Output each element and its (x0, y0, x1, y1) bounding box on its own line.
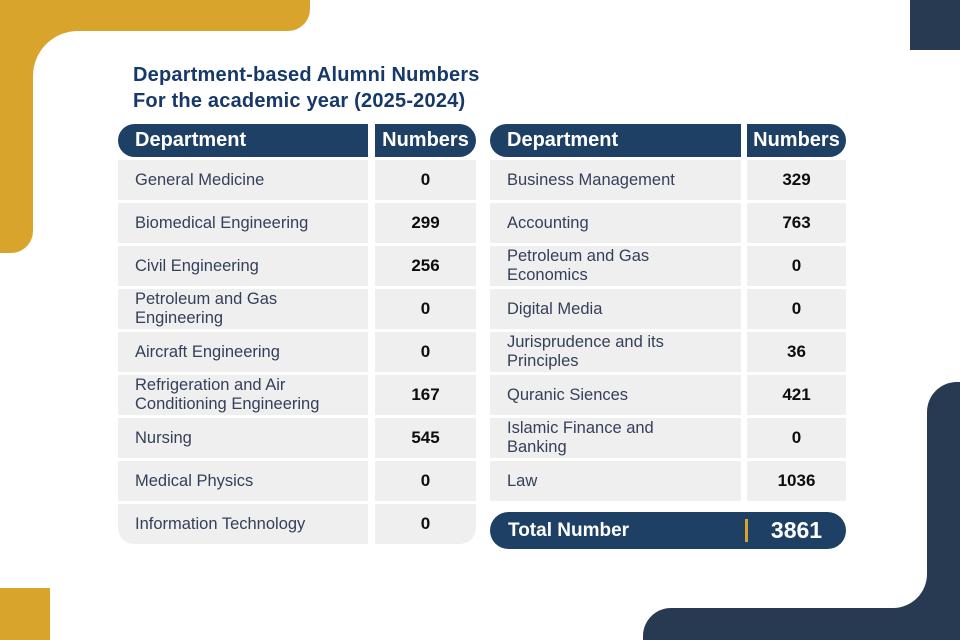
column-header-numbers: Numbers (747, 124, 846, 157)
table-row: Medical Physics 0 (118, 461, 476, 501)
numbers-cell: 0 (375, 504, 476, 544)
page-title-line-1: Department-based Alumni Numbers (133, 64, 480, 86)
numbers-cell: 763 (747, 203, 846, 243)
numbers-cell: 1036 (747, 461, 846, 501)
numbers-cell: 299 (375, 203, 476, 243)
department-cell: Quranic Siences (490, 375, 741, 415)
total-divider (745, 519, 748, 542)
table-row: Accounting 763 (490, 203, 846, 243)
department-cell: Accounting (490, 203, 741, 243)
numbers-cell: 421 (747, 375, 846, 415)
table-row: Law 1036 (490, 461, 846, 501)
numbers-cell: 36 (747, 332, 846, 372)
table-row: Biomedical Engineering 299 (118, 203, 476, 243)
table-row: Information Technology 0 (118, 504, 476, 544)
table-row: Petroleum and Gas Engineering 0 (118, 289, 476, 329)
numbers-cell: 545 (375, 418, 476, 458)
numbers-cell: 0 (747, 418, 846, 458)
department-cell: General Medicine (118, 160, 368, 200)
table-row: Business Management 329 (490, 160, 846, 200)
total-label: Total Number (508, 519, 630, 541)
table-row: Nursing 545 (118, 418, 476, 458)
table-row: Civil Engineering 256 (118, 246, 476, 286)
numbers-cell: 0 (375, 461, 476, 501)
department-cell: Jurisprudence and its Principles (490, 332, 741, 372)
numbers-cell: 256 (375, 246, 476, 286)
department-cell: Digital Media (490, 289, 741, 329)
total-value: 3861 (770, 517, 823, 543)
department-cell: Law (490, 461, 741, 501)
department-cell: Medical Physics (118, 461, 368, 501)
decor-bottom-navy-bar (643, 608, 960, 640)
column-header-department: Department (490, 124, 741, 157)
table-row: Jurisprudence and its Principles 36 (490, 332, 846, 372)
column-header-department: Department (118, 124, 368, 157)
department-cell: Refrigeration and Air Conditioning Engin… (118, 375, 368, 415)
decor-bottom-left-gold-square (0, 588, 50, 640)
department-cell: Business Management (490, 160, 741, 200)
department-cell: Biomedical Engineering (118, 203, 368, 243)
department-cell: Petroleum and Gas Economics (490, 246, 741, 286)
decor-top-right-navy-square (910, 0, 960, 50)
numbers-cell: 0 (747, 289, 846, 329)
right-alumni-table: Department Numbers Business Management 3… (490, 124, 846, 549)
department-cell: Information Technology (118, 504, 368, 544)
decor-top-gold-bar (0, 0, 310, 31)
numbers-cell: 0 (375, 332, 476, 372)
numbers-cell: 0 (375, 289, 476, 329)
numbers-cell: 329 (747, 160, 846, 200)
table-row: Digital Media 0 (490, 289, 846, 329)
department-cell: Petroleum and Gas Engineering (118, 289, 368, 329)
table-row: Quranic Siences 421 (490, 375, 846, 415)
page-title-line-2: For the academic year (2025-2024) (133, 90, 466, 112)
decor-right-navy-strip (927, 382, 960, 640)
table-row: General Medicine 0 (118, 160, 476, 200)
numbers-cell: 167 (375, 375, 476, 415)
department-cell: Civil Engineering (118, 246, 368, 286)
department-cell: Aircraft Engineering (118, 332, 368, 372)
table-row: Aircraft Engineering 0 (118, 332, 476, 372)
department-cell: Islamic Finance and Banking (490, 418, 741, 458)
table-row: Refrigeration and Air Conditioning Engin… (118, 375, 476, 415)
decor-left-gold-strip (0, 0, 33, 253)
table-row: Islamic Finance and Banking 0 (490, 418, 846, 458)
left-table-header: Department Numbers (118, 124, 476, 157)
left-alumni-table: Department Numbers General Medicine 0 Bi… (118, 124, 476, 547)
right-table-header: Department Numbers (490, 124, 846, 157)
column-header-numbers: Numbers (375, 124, 476, 157)
department-cell: Nursing (118, 418, 368, 458)
page-title: Department-based Alumni Numbers For the … (133, 62, 480, 114)
numbers-cell: 0 (747, 246, 846, 286)
numbers-cell: 0 (375, 160, 476, 200)
table-row: Petroleum and Gas Economics 0 (490, 246, 846, 286)
total-row: Total Number 3861 (490, 512, 846, 549)
